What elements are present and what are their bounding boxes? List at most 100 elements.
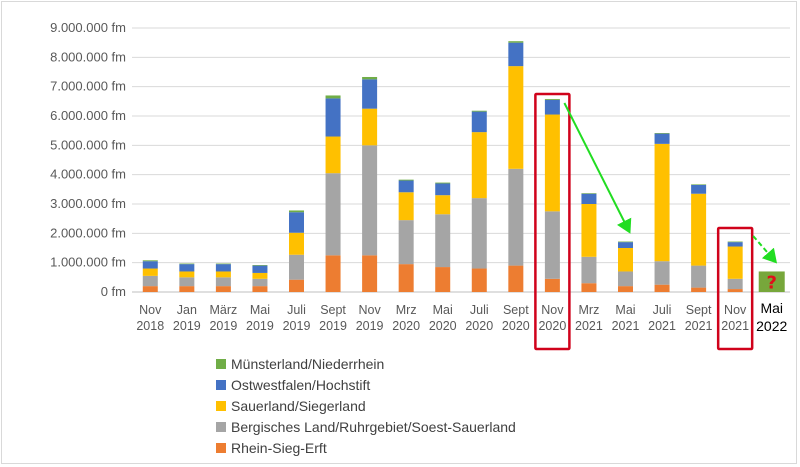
x-tick-label: Sept xyxy=(503,303,529,317)
bar-segment xyxy=(435,214,451,268)
x-tick-label: 2021 xyxy=(721,319,749,333)
x-tick-label: 2020 xyxy=(538,319,566,333)
y-axis-tick-labels: 0 fm 1.000.000 fm 2.000.000 fm 3.000.000 fm… xyxy=(50,20,126,299)
bar-segment xyxy=(215,263,231,265)
x-tick-label: Mai xyxy=(760,300,783,316)
bar-segment xyxy=(581,283,597,292)
bar-segment xyxy=(508,66,524,169)
bar-segment xyxy=(618,271,633,287)
bar-segment xyxy=(215,286,231,292)
x-tick-label: 2020 xyxy=(502,319,530,333)
x-tick-label: 2019 xyxy=(173,319,201,333)
bar-segment xyxy=(142,286,158,292)
bar-segment xyxy=(544,99,560,115)
bar-segment xyxy=(691,184,707,185)
trend-arrow xyxy=(752,235,778,264)
bars xyxy=(142,41,743,292)
bar-segment xyxy=(325,95,341,99)
bar-segment xyxy=(727,242,743,247)
bar-segment xyxy=(362,76,378,80)
x-tick-label: 2019 xyxy=(356,319,384,333)
x-tick-label: Nov xyxy=(541,303,564,317)
x-tick-label: Mai xyxy=(433,303,453,317)
bar-segment xyxy=(362,145,378,256)
y-tick-label: 9.000.000 fm xyxy=(50,20,126,35)
bar-segment xyxy=(618,248,633,272)
bar-segment xyxy=(179,263,195,265)
y-tick-label: 3.000.000 fm xyxy=(50,196,126,211)
x-tick-label: Nov xyxy=(139,303,162,317)
bar-segment xyxy=(215,264,231,272)
bar-segment xyxy=(581,256,597,284)
x-tick-label: 2019 xyxy=(319,319,347,333)
x-tick-label: 2020 xyxy=(392,319,420,333)
bar-segment xyxy=(142,275,158,287)
bar-segment xyxy=(727,241,743,243)
bar-segment xyxy=(581,193,597,204)
y-tick-label: 5.000.000 fm xyxy=(50,137,126,152)
bar-segment xyxy=(289,212,304,233)
bar-segment xyxy=(544,114,560,212)
x-tick-label: Mrz xyxy=(579,303,600,317)
y-tick-label: 0 fm xyxy=(101,284,126,299)
bar-segment xyxy=(142,268,158,276)
x-tick-label: Nov xyxy=(358,303,381,317)
bar-segment xyxy=(398,192,414,221)
bar-segment xyxy=(691,184,707,194)
bar-segment xyxy=(289,254,304,280)
y-tick-label: 4.000.000 fm xyxy=(50,167,126,182)
bar-segment xyxy=(435,183,451,196)
legend: Münsterland/Niederrhein Ostwestfalen/Hoch… xyxy=(216,356,516,456)
x-tick-label: Mai xyxy=(250,303,270,317)
bar-segment xyxy=(727,278,743,290)
bar-segment xyxy=(618,241,633,243)
bar-segment xyxy=(471,111,487,133)
bar-segment xyxy=(727,246,743,279)
bar-segment xyxy=(435,267,451,292)
bar-segment xyxy=(398,179,414,181)
bar-segment xyxy=(215,277,231,287)
bar-segment xyxy=(362,108,378,146)
bar-segment xyxy=(325,255,341,292)
bar-segment xyxy=(252,278,268,287)
legend-label: Rhein-Sieg-Erft xyxy=(231,440,327,456)
bar-segment xyxy=(179,271,195,278)
bar-segment xyxy=(508,42,524,67)
highlight-box xyxy=(716,226,754,351)
bar-segment xyxy=(325,136,341,174)
legend-swatch xyxy=(216,422,226,432)
bar-segment xyxy=(142,261,158,269)
bar-segment xyxy=(179,286,195,292)
bar-segment xyxy=(544,98,560,100)
y-tick-label: 7.000.000 fm xyxy=(50,79,126,94)
x-tick-label: März xyxy=(209,303,237,317)
trend-arrows xyxy=(563,102,778,264)
legend-label: Ostwestfalen/Hochstift xyxy=(231,377,370,393)
bar-segment xyxy=(581,204,597,257)
x-tick-label: 2022 xyxy=(756,318,787,334)
bar-segment xyxy=(654,284,670,292)
question-mark: ? xyxy=(766,272,776,293)
bar-segment xyxy=(618,286,633,292)
x-tick-label: Jan xyxy=(177,303,197,317)
legend-label: Münsterland/Niederrhein xyxy=(231,356,384,372)
bar-segment xyxy=(508,41,524,43)
y-tick-label: 2.000.000 fm xyxy=(50,225,126,240)
bar-segment xyxy=(691,265,707,288)
bar-segment xyxy=(471,132,487,199)
bar-segment xyxy=(471,268,487,292)
bar-segment xyxy=(252,286,268,292)
bar-segment xyxy=(618,242,633,248)
bar-segment xyxy=(654,133,670,144)
x-tick-label: 2021 xyxy=(612,319,640,333)
bar-segment xyxy=(691,193,707,266)
bar-segment xyxy=(325,98,341,137)
bar-segment xyxy=(289,279,304,292)
bar-segment xyxy=(691,287,707,292)
x-tick-label: Nov xyxy=(724,303,747,317)
y-tick-label: 8.000.000 fm xyxy=(50,49,126,64)
bar-segment xyxy=(252,265,268,266)
x-axis-tick-labels: Nov 2018 Jan 2019 März 2019 Mai 2019 Juli 2019 Sep… xyxy=(136,300,787,334)
bar-segment xyxy=(435,195,451,215)
